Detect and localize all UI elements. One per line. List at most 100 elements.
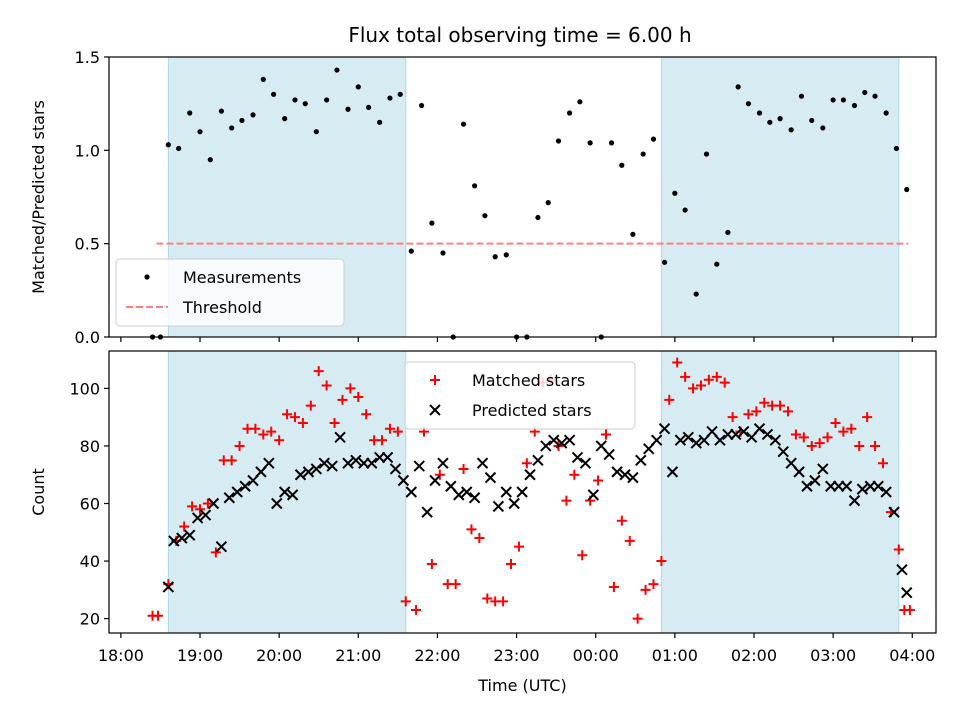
matched-star-point bbox=[234, 440, 245, 451]
matched-star-point bbox=[466, 524, 477, 535]
predicted-star-point bbox=[381, 451, 394, 464]
predicted-star-point bbox=[302, 466, 315, 478]
predicted-star-point bbox=[342, 457, 354, 469]
matched-star-point bbox=[345, 383, 356, 394]
predicted-star-point bbox=[674, 434, 687, 446]
measurement-point bbox=[851, 102, 858, 109]
matched-star-point bbox=[329, 417, 340, 428]
predicted-star-point bbox=[579, 457, 592, 469]
measurement-point bbox=[619, 162, 625, 168]
predicted-star-point bbox=[872, 480, 884, 492]
matched-star-point bbox=[822, 432, 833, 443]
measurement-point bbox=[798, 93, 805, 99]
measurement-point bbox=[535, 214, 541, 221]
y-tick-label: 0.0 bbox=[75, 328, 100, 347]
y-tick-label: 60 bbox=[80, 495, 100, 514]
predicted-star-point bbox=[682, 431, 695, 444]
matched-star-point bbox=[743, 409, 754, 420]
predicted-star-point bbox=[587, 489, 600, 501]
predicted-star-point bbox=[421, 506, 433, 518]
predicted-star-point bbox=[191, 512, 204, 524]
measurement-point bbox=[745, 101, 752, 107]
predicted-star-point bbox=[627, 471, 639, 484]
predicted-star-point bbox=[405, 486, 418, 498]
matched-star-point bbox=[377, 435, 388, 446]
predicted-star-point bbox=[658, 422, 671, 435]
measurement-point bbox=[703, 151, 710, 157]
measurement-point bbox=[545, 200, 551, 206]
measurement-point bbox=[693, 291, 699, 297]
measurement-point bbox=[820, 125, 826, 131]
y-tick-label: 20 bbox=[80, 610, 100, 629]
predicted-star-point bbox=[856, 483, 869, 495]
y-tick-label: 1.0 bbox=[75, 141, 100, 160]
x-axis-label: Time (UTC) bbox=[477, 676, 566, 695]
x-tick-label: 02:00 bbox=[731, 646, 777, 665]
measurement-point bbox=[756, 110, 763, 116]
predicted-star-point bbox=[453, 489, 465, 501]
matched-star-point bbox=[680, 371, 691, 382]
predicted-star-point bbox=[532, 454, 544, 467]
matched-star-point bbox=[695, 380, 706, 391]
predicted-star-point bbox=[468, 492, 481, 504]
predicted-star-point bbox=[215, 540, 228, 553]
matched-star-point bbox=[305, 400, 316, 411]
matched-star-point bbox=[202, 498, 213, 509]
matched-star-point bbox=[274, 435, 285, 446]
matched-star-point bbox=[877, 458, 888, 469]
predicted-star-point bbox=[484, 471, 497, 484]
matched-star-point bbox=[893, 544, 904, 555]
predicted-star-point bbox=[413, 460, 425, 472]
predicted-star-point bbox=[524, 469, 536, 481]
matched-star-point bbox=[593, 475, 604, 486]
predicted-star-point bbox=[611, 466, 623, 478]
predicted-star-point bbox=[278, 486, 291, 498]
measurement-point bbox=[440, 250, 446, 256]
measurement-point bbox=[165, 142, 171, 148]
legend-label-matched: Matched stars bbox=[472, 371, 585, 390]
matched-star-point bbox=[632, 613, 643, 624]
x-tick-label: 23:00 bbox=[494, 646, 540, 665]
matched-star-point bbox=[688, 383, 699, 394]
predicted-star-point bbox=[239, 480, 251, 492]
measurement-point bbox=[313, 129, 319, 135]
measurement-point bbox=[630, 231, 636, 237]
measurement-point bbox=[292, 97, 298, 103]
predicted-star-point bbox=[840, 480, 853, 492]
measurement-point bbox=[893, 145, 900, 152]
x-tick-label: 01:00 bbox=[652, 646, 698, 665]
predicted-star-point bbox=[476, 457, 489, 469]
predicted-star-point bbox=[184, 529, 196, 541]
measurement-point bbox=[767, 119, 773, 125]
predicted-star-point bbox=[737, 425, 750, 438]
x-tick-label: 22:00 bbox=[414, 646, 460, 665]
measurement-point bbox=[608, 140, 615, 146]
legend-label-measurements: Measurements bbox=[183, 268, 301, 287]
y-tick-label: 80 bbox=[80, 437, 100, 456]
shaded-interval-1 bbox=[167, 350, 407, 634]
measurement-point bbox=[418, 102, 425, 109]
predicted-star-point bbox=[901, 587, 913, 599]
predicted-star-point bbox=[500, 486, 512, 498]
matched-star-point bbox=[210, 547, 221, 558]
matched-star-point bbox=[521, 458, 532, 469]
predicted-star-point bbox=[761, 428, 774, 441]
measurement-point bbox=[777, 116, 783, 122]
matched-star-point bbox=[195, 504, 206, 515]
measurement-point bbox=[840, 97, 847, 103]
matched-star-point bbox=[838, 426, 849, 437]
matched-star-point bbox=[179, 521, 190, 532]
predicted-star-point bbox=[366, 457, 378, 469]
matched-star-point bbox=[561, 495, 572, 506]
matched-star-point bbox=[624, 535, 635, 546]
predicted-star-point bbox=[318, 457, 330, 469]
matched-star-point bbox=[577, 550, 588, 561]
axes-frame bbox=[108, 350, 937, 634]
predicted-star-point bbox=[777, 446, 789, 458]
predicted-star-point bbox=[603, 448, 615, 461]
predicted-star-point bbox=[492, 500, 505, 513]
measurement-point bbox=[377, 119, 383, 125]
predicted-star-point bbox=[271, 497, 283, 510]
predicted-star-point bbox=[176, 532, 188, 544]
